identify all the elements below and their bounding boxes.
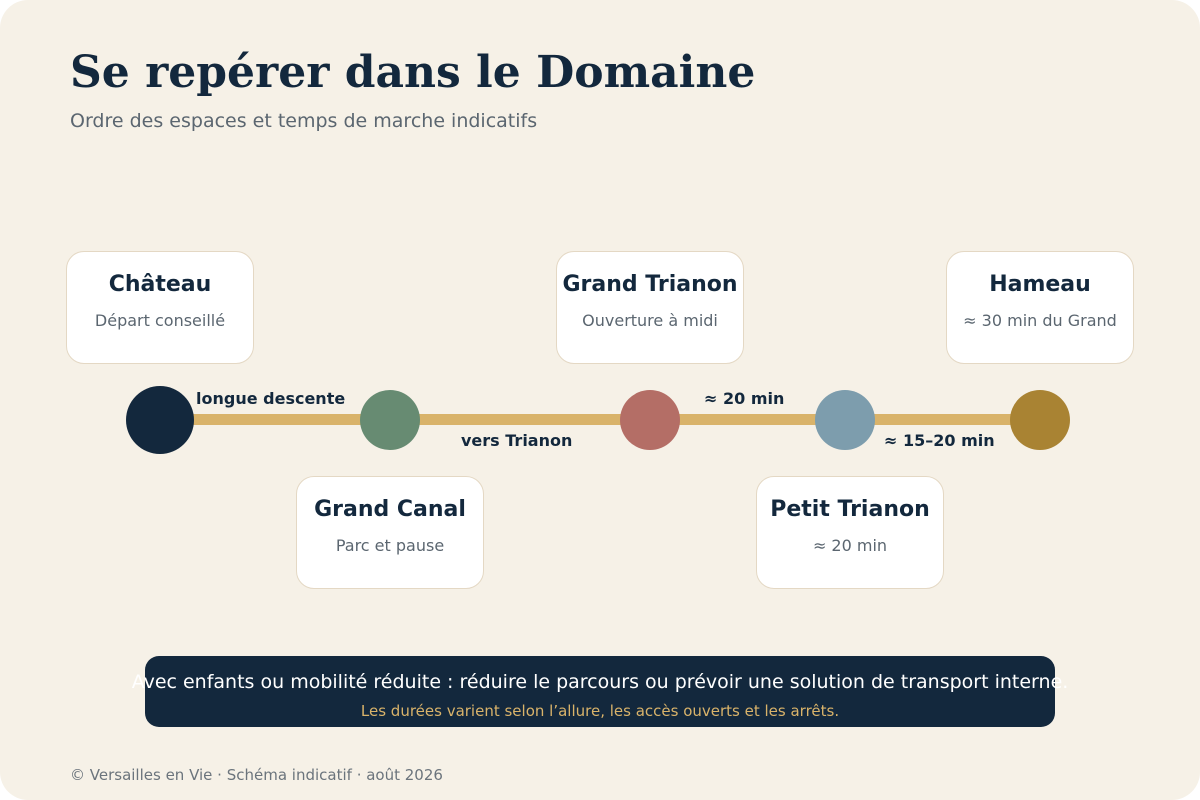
notice-banner bbox=[145, 656, 1055, 727]
stop-card-grand-canal: Grand Canal Parc et pause bbox=[296, 476, 484, 589]
stop-note: Ouverture à midi bbox=[582, 311, 718, 330]
page-subtitle: Ordre des espaces et temps de marche ind… bbox=[70, 110, 538, 132]
notice-main-text: Avec enfants ou mobilité réduite : rédui… bbox=[131, 671, 1069, 693]
stop-node-petit-trianon bbox=[815, 390, 875, 450]
footer-credit: © Versailles en Vie · Schéma indicatif ·… bbox=[70, 766, 443, 784]
stop-note: Parc et pause bbox=[335, 536, 445, 555]
notice-sub-text: Les durées varient selon l’allure, les a… bbox=[360, 702, 840, 720]
segment-label: vers Trianon bbox=[461, 431, 573, 450]
route-track bbox=[160, 414, 1040, 425]
stop-name: Grand Canal bbox=[314, 497, 466, 522]
stop-card-grand-trianon: Grand Trianon Ouverture à midi bbox=[556, 251, 744, 364]
stop-note: Départ conseillé bbox=[94, 311, 226, 330]
stop-node-grand-trianon bbox=[620, 390, 680, 450]
stop-name: Petit Trianon bbox=[770, 497, 930, 522]
page-title: Se repérer dans le Domaine bbox=[70, 47, 756, 98]
stop-node-chateau bbox=[126, 386, 194, 454]
stop-name: Château bbox=[108, 272, 212, 297]
segment-label: ≈ 20 min bbox=[704, 389, 785, 408]
stop-card-chateau: Château Départ conseillé bbox=[66, 251, 254, 364]
stop-note: ≈ 20 min bbox=[812, 536, 888, 555]
stop-name: Grand Trianon bbox=[562, 272, 738, 297]
stop-node-grand-canal bbox=[360, 390, 420, 450]
segment-label: ≈ 15–20 min bbox=[884, 431, 995, 450]
stop-name: Hameau bbox=[989, 272, 1091, 297]
segment-label: longue descente bbox=[196, 389, 346, 408]
stop-card-petit-trianon: Petit Trianon ≈ 20 min bbox=[756, 476, 944, 589]
stop-card-hameau: Hameau ≈ 30 min du Grand bbox=[946, 251, 1134, 364]
stop-node-hameau bbox=[1010, 390, 1070, 450]
stop-note: ≈ 30 min du Grand bbox=[963, 311, 1117, 330]
